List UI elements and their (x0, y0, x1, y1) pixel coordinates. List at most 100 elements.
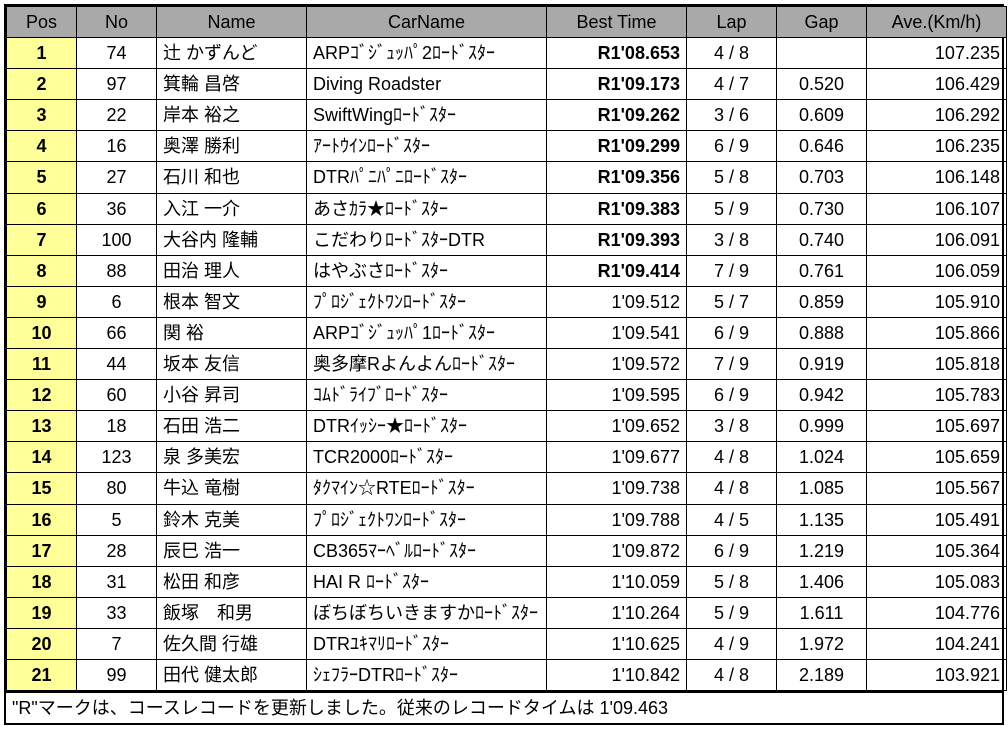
cell-time: 1'09.788 (547, 504, 687, 535)
cell-time: 1'10.842 (547, 659, 687, 690)
cell-avg: 105.697 (867, 411, 1007, 442)
cell-gap: 0.740 (777, 224, 867, 255)
cell-pos: 6 (7, 193, 77, 224)
cell-name: 辰巳 浩一 (157, 535, 307, 566)
header-avg: Ave.(Km/h) (867, 7, 1007, 38)
cell-no: 7 (77, 628, 157, 659)
cell-no: 33 (77, 597, 157, 628)
cell-avg: 105.567 (867, 473, 1007, 504)
cell-pos: 7 (7, 224, 77, 255)
table-row: 527石川 和也DTRﾊﾟﾆﾊﾟﾆﾛｰﾄﾞｽﾀｰR1'09.3565 / 80.… (7, 162, 1007, 193)
cell-name: 大谷内 隆輔 (157, 224, 307, 255)
cell-gap: 0.761 (777, 255, 867, 286)
cell-avg: 106.059 (867, 255, 1007, 286)
cell-lap: 4 / 8 (687, 473, 777, 504)
cell-pos: 14 (7, 442, 77, 473)
cell-name: 辻 かずんど (157, 38, 307, 69)
cell-time: R1'09.173 (547, 69, 687, 100)
table-row: 207佐久間 行雄DTRﾕｷﾏﾘﾛｰﾄﾞｽﾀｰ1'10.6254 / 91.97… (7, 628, 1007, 659)
cell-time: R1'09.299 (547, 131, 687, 162)
cell-car: ぼちぼちいきますかﾛｰﾄﾞｽﾀｰ (307, 597, 547, 628)
cell-time: R1'08.653 (547, 38, 687, 69)
cell-time: 1'09.872 (547, 535, 687, 566)
cell-name: 泉 多美宏 (157, 442, 307, 473)
cell-time: R1'09.393 (547, 224, 687, 255)
cell-name: 飯塚 和男 (157, 597, 307, 628)
cell-time: 1'09.738 (547, 473, 687, 504)
cell-pos: 20 (7, 628, 77, 659)
cell-gap: 0.730 (777, 193, 867, 224)
cell-car: ﾌﾟﾛｼﾞｪｸﾄﾜﾝﾛｰﾄﾞｽﾀｰ (307, 286, 547, 317)
cell-gap: 0.609 (777, 100, 867, 131)
cell-car: こだわりﾛｰﾄﾞｽﾀｰDTR (307, 224, 547, 255)
cell-time: R1'09.262 (547, 100, 687, 131)
cell-no: 88 (77, 255, 157, 286)
cell-no: 5 (77, 504, 157, 535)
cell-pos: 16 (7, 504, 77, 535)
cell-avg: 106.235 (867, 131, 1007, 162)
cell-gap (777, 38, 867, 69)
cell-no: 123 (77, 442, 157, 473)
cell-avg: 105.083 (867, 566, 1007, 597)
cell-pos: 2 (7, 69, 77, 100)
cell-gap: 0.888 (777, 317, 867, 348)
cell-pos: 3 (7, 100, 77, 131)
cell-pos: 9 (7, 286, 77, 317)
cell-lap: 6 / 9 (687, 131, 777, 162)
cell-avg: 106.107 (867, 193, 1007, 224)
cell-gap: 0.859 (777, 286, 867, 317)
cell-car: ｼｪﾌﾗｰDTRﾛｰﾄﾞｽﾀｰ (307, 659, 547, 690)
cell-no: 6 (77, 286, 157, 317)
cell-car: はやぶさﾛｰﾄﾞｽﾀｰ (307, 255, 547, 286)
cell-pos: 10 (7, 317, 77, 348)
table-row: 888田治 理人はやぶさﾛｰﾄﾞｽﾀｰR1'09.4147 / 90.76110… (7, 255, 1007, 286)
cell-pos: 12 (7, 380, 77, 411)
cell-lap: 5 / 8 (687, 566, 777, 597)
cell-name: 岸本 裕之 (157, 100, 307, 131)
table-row: 416奥澤 勝利ｱｰﾄｳｲﾝﾛｰﾄﾞｽﾀｰR1'09.2996 / 90.646… (7, 131, 1007, 162)
cell-name: 関 裕 (157, 317, 307, 348)
table-row: 1728辰巳 浩一CB365ﾏｰﾍﾞﾙﾛｰﾄﾞｽﾀｰ1'09.8726 / 91… (7, 535, 1007, 566)
cell-car: ARPｺﾞｼﾞｭｯﾊﾟ1ﾛｰﾄﾞｽﾀｰ (307, 317, 547, 348)
cell-lap: 3 / 8 (687, 224, 777, 255)
cell-avg: 105.818 (867, 349, 1007, 380)
cell-name: 田代 健太郎 (157, 659, 307, 690)
cell-pos: 13 (7, 411, 77, 442)
cell-lap: 6 / 9 (687, 380, 777, 411)
cell-time: R1'09.383 (547, 193, 687, 224)
cell-lap: 4 / 8 (687, 442, 777, 473)
cell-no: 74 (77, 38, 157, 69)
cell-car: ｱｰﾄｳｲﾝﾛｰﾄﾞｽﾀｰ (307, 131, 547, 162)
cell-gap: 1.085 (777, 473, 867, 504)
cell-car: DTRﾊﾟﾆﾊﾟﾆﾛｰﾄﾞｽﾀｰ (307, 162, 547, 193)
cell-pos: 4 (7, 131, 77, 162)
cell-car: HAI R ﾛｰﾄﾞｽﾀｰ (307, 566, 547, 597)
cell-lap: 4 / 9 (687, 628, 777, 659)
cell-avg: 106.148 (867, 162, 1007, 193)
cell-lap: 5 / 9 (687, 193, 777, 224)
cell-name: 牛込 竜樹 (157, 473, 307, 504)
cell-pos: 8 (7, 255, 77, 286)
cell-avg: 107.235 (867, 38, 1007, 69)
cell-car: Diving Roadster (307, 69, 547, 100)
cell-name: 箕輪 昌啓 (157, 69, 307, 100)
cell-car: ﾀｸﾏｲﾝ☆RTEﾛｰﾄﾞｽﾀｰ (307, 473, 547, 504)
cell-time: R1'09.356 (547, 162, 687, 193)
cell-name: 小谷 昇司 (157, 380, 307, 411)
cell-name: 田治 理人 (157, 255, 307, 286)
header-time: Best Time (547, 7, 687, 38)
cell-pos: 19 (7, 597, 77, 628)
cell-time: R1'09.414 (547, 255, 687, 286)
cell-name: 坂本 友信 (157, 349, 307, 380)
cell-gap: 1.219 (777, 535, 867, 566)
cell-name: 奥澤 勝利 (157, 131, 307, 162)
cell-car: 奥多摩Rよんよんﾛｰﾄﾞｽﾀｰ (307, 349, 547, 380)
cell-lap: 3 / 6 (687, 100, 777, 131)
cell-no: 31 (77, 566, 157, 597)
header-gap: Gap (777, 7, 867, 38)
cell-time: 1'09.572 (547, 349, 687, 380)
cell-lap: 4 / 8 (687, 38, 777, 69)
footnote: "R"マークは、コースレコードを更新しました。従来のレコードタイムは 1'09.… (4, 693, 1004, 725)
cell-car: ｺﾑﾄﾞﾗｲﾌﾞﾛｰﾄﾞｽﾀｰ (307, 380, 547, 411)
cell-pos: 11 (7, 349, 77, 380)
